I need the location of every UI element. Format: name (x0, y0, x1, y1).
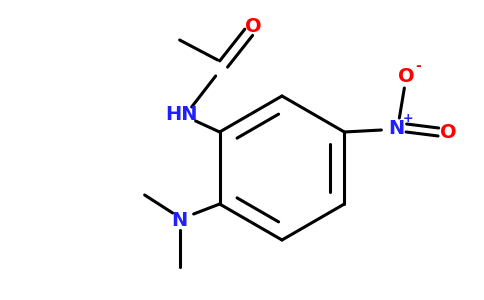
Text: +: + (403, 112, 414, 124)
Text: O: O (245, 16, 262, 35)
Text: -: - (415, 59, 421, 73)
Text: O: O (440, 122, 457, 142)
Text: N: N (171, 211, 188, 230)
Text: HN: HN (166, 104, 198, 124)
Text: O: O (398, 67, 415, 85)
Text: N: N (388, 118, 405, 137)
